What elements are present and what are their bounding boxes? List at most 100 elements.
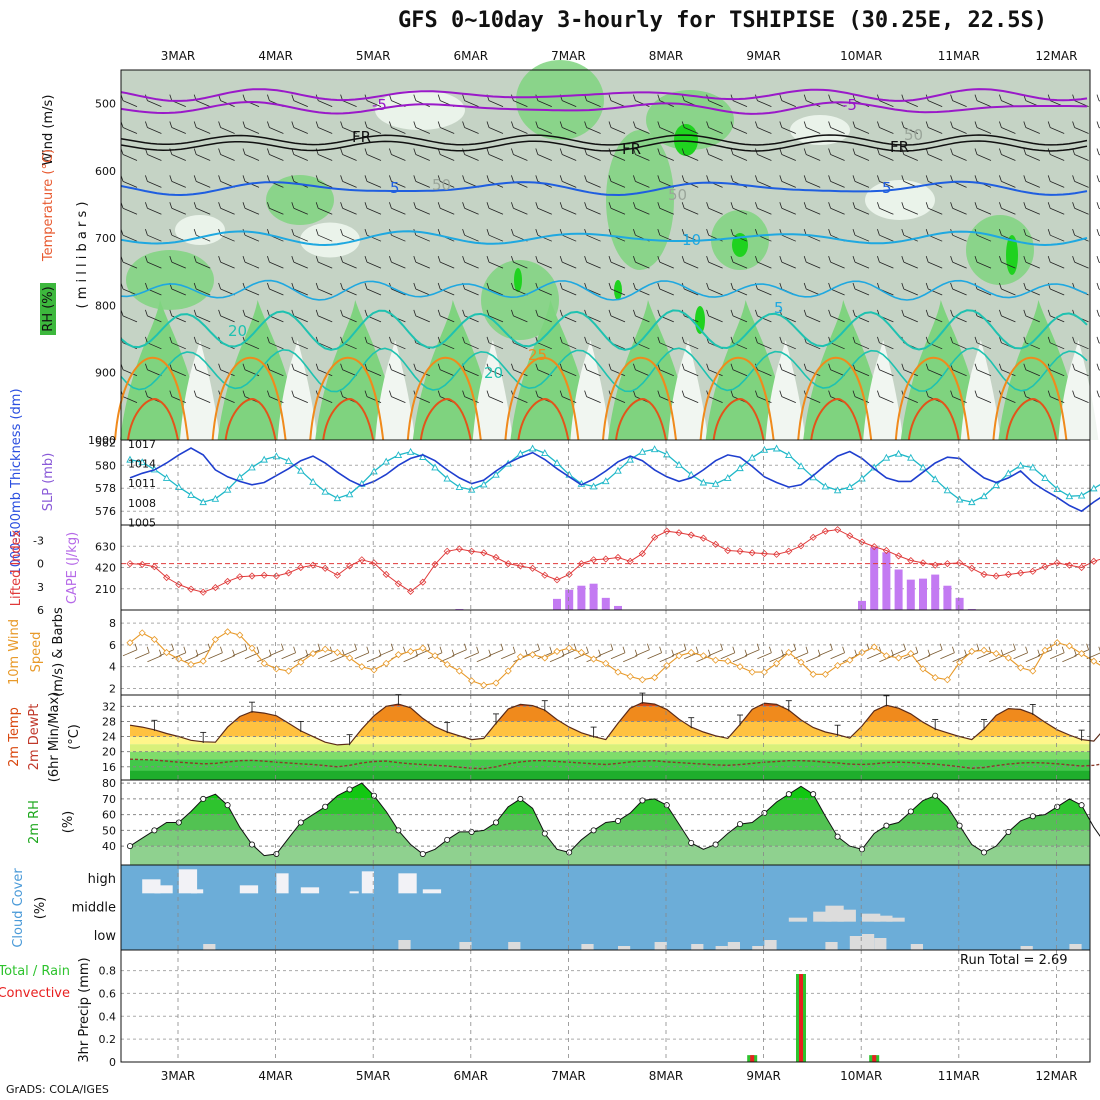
thickness-tick: 580 <box>95 459 116 472</box>
wind-barb <box>196 288 211 296</box>
temp-contour-30 <box>419 398 472 441</box>
date-label-top: 8MAR <box>649 49 684 63</box>
wind-barb <box>684 261 699 269</box>
high-cloud-gap <box>361 871 374 894</box>
wind-barb-flag <box>730 363 734 370</box>
wind-barb <box>464 288 479 296</box>
rh-tongue <box>900 300 986 440</box>
temp-contour-30 <box>517 398 570 441</box>
lifted-tick: 3 <box>37 581 44 594</box>
wind-barb <box>464 127 479 134</box>
wind10-barb-flag <box>903 643 906 650</box>
wind-barb <box>196 180 211 188</box>
wind10-barb <box>867 652 882 660</box>
wind-barb <box>879 396 894 404</box>
wind-speed-marker <box>309 650 317 658</box>
wind10-barb-flag <box>573 643 577 650</box>
wind-barb-flag <box>437 282 441 290</box>
wind-barb-flag <box>1047 390 1051 397</box>
wind-barb <box>586 180 601 188</box>
wind-barb <box>171 288 186 296</box>
rh-marker <box>883 822 890 829</box>
slp-marker <box>797 462 805 470</box>
wind-barb <box>1001 207 1016 215</box>
wind-barb-flag <box>925 229 929 236</box>
low-cloud <box>1020 946 1033 950</box>
wind-barb <box>1050 154 1065 161</box>
wind10-barb <box>501 652 516 660</box>
wind10-barb-flag <box>329 646 333 653</box>
wind-barb <box>147 342 162 350</box>
rh-marker <box>859 846 866 853</box>
wind-barb-flag <box>242 94 246 101</box>
thickness-tick: 578 <box>95 482 116 495</box>
wind-barb-flag <box>730 121 734 128</box>
wind-barb-flag <box>1072 175 1075 182</box>
wind-barb-flag <box>852 336 856 343</box>
wind-barb-flag <box>852 309 856 317</box>
rh-tongue <box>510 300 596 440</box>
wind-barb-flag <box>633 175 636 182</box>
wind10-barb <box>1050 652 1065 660</box>
wind-barb-flag <box>193 282 197 290</box>
wind10-barb-flag <box>915 646 919 653</box>
wind-barb <box>1074 154 1089 161</box>
wind-barb-flag <box>950 94 953 101</box>
wind-barb-flag <box>730 202 734 209</box>
wind-barb-flag <box>633 255 636 263</box>
wind-barb <box>830 342 845 350</box>
slp-marker <box>199 498 207 506</box>
wind-barb <box>1001 154 1016 161</box>
lifted-marker <box>492 553 500 562</box>
wind-barb <box>318 234 333 242</box>
wind-barb-flag <box>559 202 563 209</box>
rh-tongue <box>412 300 498 440</box>
wind-barb <box>269 127 284 134</box>
wind10-barb <box>257 655 272 663</box>
date-label-bottom: 4MAR <box>258 1069 293 1083</box>
wind-barb-flag <box>608 121 612 128</box>
slp-marker <box>1029 463 1037 471</box>
lifted-tick: 6 <box>37 604 44 617</box>
wind-barb-flag <box>413 309 417 317</box>
wind-barb <box>830 207 845 215</box>
wind-barb <box>537 315 552 323</box>
wind-barb-flag <box>999 94 1002 101</box>
wind-barb-flag <box>657 94 661 101</box>
contour-label: 25 <box>528 346 547 364</box>
wind-barb <box>708 154 723 161</box>
lifted-marker <box>175 580 183 589</box>
wind-barb <box>269 207 284 215</box>
wind-speed-marker <box>150 635 158 643</box>
wind10-barb <box>354 652 369 660</box>
wind-speed-marker <box>809 670 817 678</box>
wind-barb <box>269 342 284 350</box>
high-cloud-gap <box>191 889 204 894</box>
wind-barb <box>976 207 992 215</box>
wind-barb-flag <box>999 282 1002 290</box>
slp-marker <box>394 451 403 458</box>
wind-barb-flag <box>462 255 465 263</box>
wind-barb <box>854 154 870 161</box>
wind-barb-flag <box>779 121 783 128</box>
wind-speed-marker <box>138 629 146 637</box>
wind-barb <box>537 261 552 269</box>
slp-marker <box>297 466 305 474</box>
lifted-marker <box>712 540 720 548</box>
thickness-line <box>129 447 1100 513</box>
wind-barb <box>781 154 796 161</box>
rh-dry-tongue <box>960 340 1001 440</box>
wind10-barb-flag <box>695 646 699 653</box>
wind-barb <box>952 288 967 296</box>
lifted-index-line <box>129 529 1100 593</box>
wind-barb-flag <box>169 175 173 182</box>
wind-barb <box>879 261 894 269</box>
wind-barb-flag <box>511 148 514 155</box>
wind-barb <box>1050 180 1065 188</box>
wind-barb <box>196 234 211 242</box>
wind10-barb-flag <box>403 646 406 653</box>
wind-barb <box>586 396 601 404</box>
rh-marker <box>956 822 963 829</box>
wind-barb <box>171 342 186 350</box>
